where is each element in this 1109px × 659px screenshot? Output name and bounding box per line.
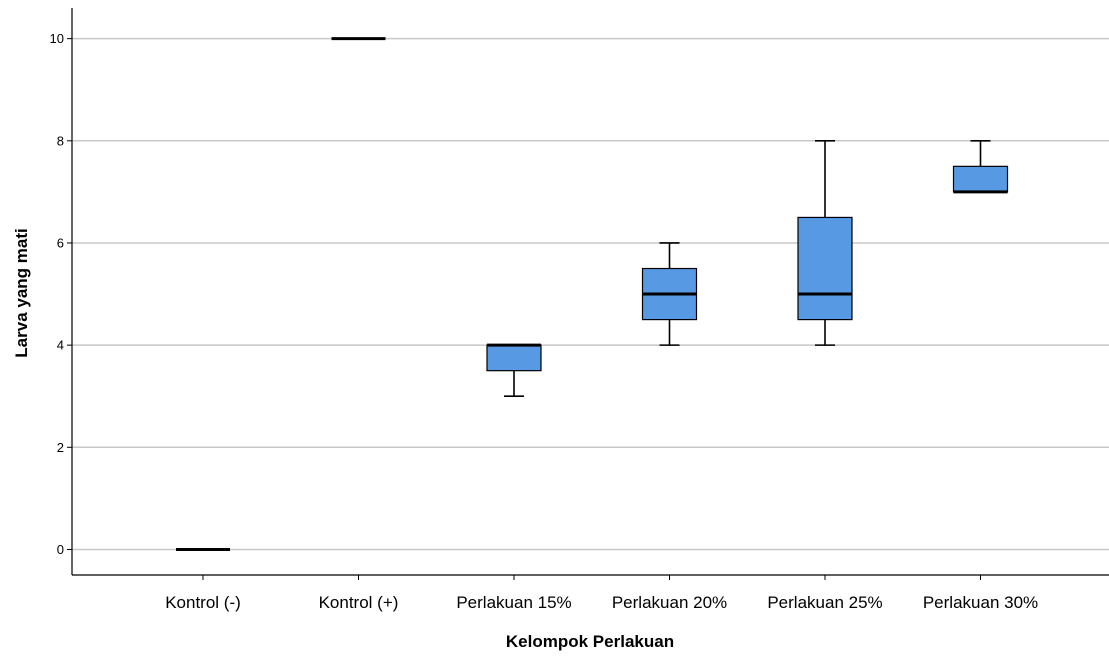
x-tick-label: Perlakuan 25% xyxy=(767,593,882,612)
x-tick-label: Kontrol (+) xyxy=(319,593,399,612)
x-tick-label: Perlakuan 20% xyxy=(612,593,727,612)
axes xyxy=(67,8,1109,580)
x-axis-title: Kelompok Perlakuan xyxy=(506,632,674,651)
y-tick-labels: 0 2 4 6 8 10 xyxy=(50,31,64,557)
box-group xyxy=(952,140,1009,194)
y-tick-label: 10 xyxy=(50,31,64,46)
y-tick-label: 6 xyxy=(57,235,64,250)
x-tick-label: Kontrol (-) xyxy=(165,593,241,612)
x-tick-label: Perlakuan 30% xyxy=(923,593,1038,612)
box-group xyxy=(641,242,698,346)
box-group xyxy=(797,140,853,346)
boxes xyxy=(176,37,1009,551)
y-tick-label: 8 xyxy=(57,133,64,148)
x-tick-label: Perlakuan 15% xyxy=(456,593,571,612)
box-iqr xyxy=(486,344,542,372)
y-tick-label: 4 xyxy=(57,338,64,353)
box-iqr xyxy=(797,216,853,321)
y-axis-title: Larva yang mati xyxy=(12,228,31,357)
gridlines xyxy=(72,37,1109,551)
y-tick-label: 2 xyxy=(57,440,64,455)
x-tick-labels: Kontrol (-) Kontrol (+) Perlakuan 15% Perla… xyxy=(165,593,1038,612)
box-iqr xyxy=(952,165,1009,193)
box-group xyxy=(486,343,542,398)
y-tick-label: 0 xyxy=(57,542,64,557)
